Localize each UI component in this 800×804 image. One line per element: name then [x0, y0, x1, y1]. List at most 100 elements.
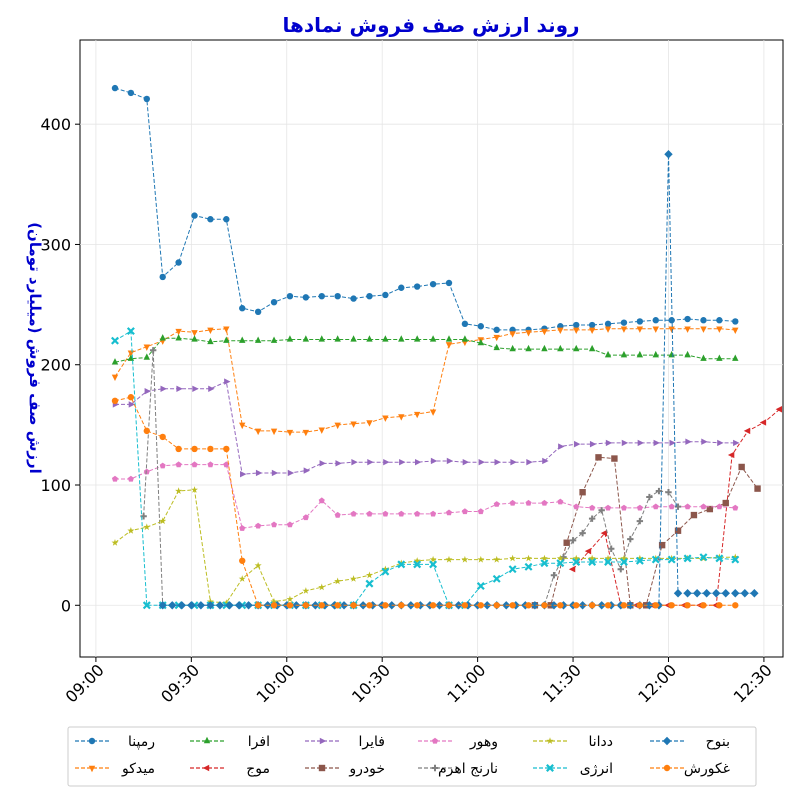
data-point: [196, 601, 206, 610]
legend-entry: وهور: [418, 734, 498, 750]
data-point: [159, 273, 166, 281]
data-point: [224, 378, 231, 385]
data-point: [636, 554, 644, 562]
data-point: [588, 558, 597, 566]
data-point: [542, 457, 549, 465]
data-point: [732, 504, 739, 511]
legend-marker: [431, 764, 439, 772]
legend-label: فایرا: [359, 734, 385, 750]
data-point: [664, 150, 673, 159]
data-point: [350, 602, 357, 609]
data-point: [541, 328, 548, 336]
data-point: [574, 440, 581, 448]
data-point: [508, 565, 517, 574]
data-point: [143, 95, 151, 103]
data-point: [509, 499, 516, 506]
legend-entry: بنوح: [650, 734, 730, 750]
data-point: [254, 602, 262, 609]
data-point: [715, 554, 724, 563]
data-point: [286, 521, 293, 528]
data-point: [477, 338, 485, 346]
data-point: [143, 468, 150, 475]
data-point: [700, 326, 707, 333]
data-point: [727, 451, 735, 459]
data-point: [645, 601, 654, 610]
data-point: [733, 439, 740, 447]
data-point: [429, 602, 437, 609]
legend-entry: خودرو: [305, 761, 385, 777]
data-point: [168, 601, 177, 610]
data-point: [716, 503, 723, 510]
data-point: [271, 521, 278, 528]
data-point: [382, 415, 389, 422]
legend-label: خودرو: [348, 761, 385, 777]
data-point: [270, 336, 278, 343]
data-point: [413, 283, 421, 290]
data-point: [461, 508, 468, 515]
data-point: [244, 601, 253, 610]
data-point: [286, 335, 294, 342]
data-point: [223, 445, 230, 453]
data-point: [286, 595, 294, 603]
data-point: [569, 537, 577, 544]
data-point: [579, 529, 586, 537]
legend-label: بنوح: [706, 734, 730, 750]
data-point: [430, 510, 437, 517]
x-tick-label: 12:30: [730, 660, 776, 706]
data-point: [700, 354, 707, 361]
data-point: [149, 347, 157, 354]
data-point: [430, 457, 438, 465]
data-point: [477, 508, 484, 515]
data-point: [493, 501, 500, 507]
data-point: [222, 599, 230, 606]
data-point: [636, 504, 643, 511]
legend-entry: نارنج اهرم: [418, 761, 498, 777]
legend-entry: فایرا: [305, 734, 385, 750]
data-point: [578, 601, 587, 610]
series-7: [111, 461, 739, 531]
data-point: [668, 326, 675, 333]
data-point: [234, 601, 244, 610]
data-point: [318, 427, 325, 434]
data-point: [620, 319, 628, 326]
data-point: [572, 558, 581, 566]
legend-entry: رمپنا: [75, 734, 155, 750]
data-point: [563, 539, 570, 546]
series-line: [114, 489, 736, 604]
data-point: [573, 602, 580, 609]
legend-marker: [202, 764, 210, 772]
data-point: [302, 429, 310, 437]
data-point: [668, 602, 675, 609]
data-point: [191, 486, 198, 493]
legend: رمپنا میدکو افرا موج فایرا خودرو وهور نارنج اهر…: [67, 726, 757, 787]
data-point: [525, 602, 532, 609]
data-point: [111, 475, 118, 482]
data-point: [271, 469, 279, 477]
data-point: [398, 510, 405, 517]
data-point: [334, 577, 342, 585]
data-point: [620, 504, 627, 511]
data-point: [526, 458, 533, 466]
legend-label: رمپنا: [128, 734, 155, 750]
data-point: [560, 553, 567, 561]
data-point: [175, 461, 182, 468]
y-tick-label: 0: [61, 596, 71, 615]
data-point: [754, 485, 761, 492]
data-point: [584, 547, 592, 555]
data-point: [621, 439, 629, 447]
data-point: [398, 414, 405, 421]
data-point: [604, 554, 612, 562]
data-point: [700, 317, 707, 324]
data-point: [652, 317, 659, 324]
data-point: [287, 469, 295, 477]
data-point: [270, 598, 278, 605]
data-point: [588, 344, 596, 352]
data-point: [525, 499, 532, 506]
data-point: [191, 335, 198, 342]
data-point: [429, 335, 437, 342]
data-point: [604, 326, 612, 333]
data-point: [619, 558, 628, 566]
data-point: [461, 320, 469, 328]
data-point: [445, 555, 453, 563]
data-point: [653, 439, 660, 447]
